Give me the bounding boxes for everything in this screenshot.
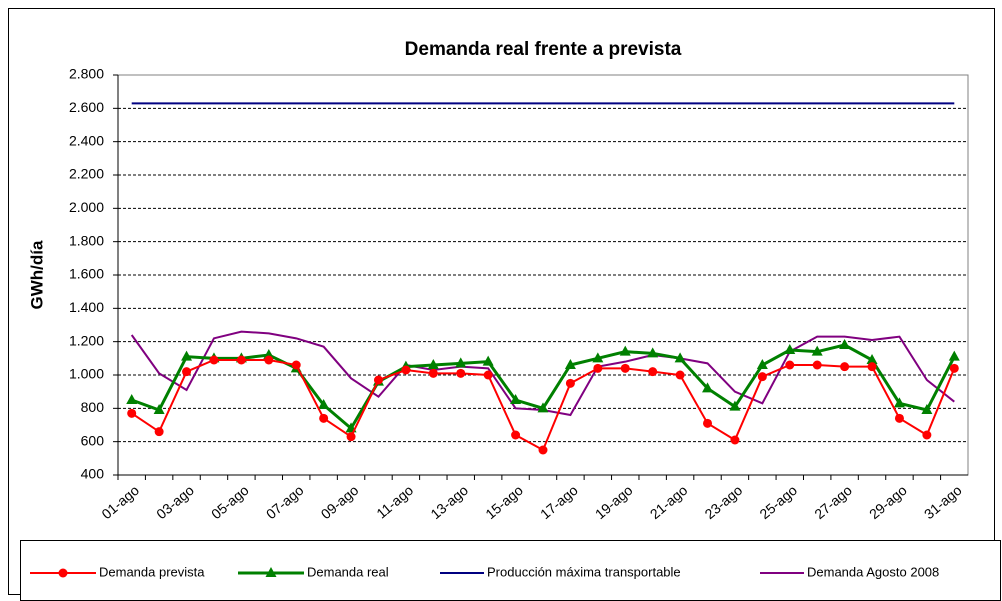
data-point: [565, 378, 575, 388]
data-point: [648, 367, 658, 377]
y-tick-label: 600: [81, 432, 105, 448]
data-point: [126, 394, 138, 404]
data-point: [181, 350, 193, 361]
y-tick-label: 2.800: [69, 66, 104, 82]
data-point: [949, 363, 959, 373]
data-point: [784, 344, 796, 354]
data-point: [756, 359, 768, 369]
legend-label: Producción máxima transportable: [487, 564, 681, 579]
data-point: [592, 352, 604, 363]
legend-box: [20, 540, 1001, 601]
y-tick-label: 1.600: [69, 266, 104, 282]
data-point: [647, 347, 659, 358]
data-point: [153, 404, 165, 414]
data-point: [265, 567, 277, 577]
data-point: [757, 372, 767, 382]
data-point: [703, 418, 713, 428]
data-point: [209, 355, 219, 365]
data-point: [427, 359, 439, 369]
data-point: [291, 360, 301, 370]
y-tick-label: 1.200: [69, 332, 104, 348]
data-point: [346, 432, 356, 442]
y-axis-label: GWh/día: [27, 240, 46, 309]
data-point: [922, 430, 932, 440]
data-point: [182, 367, 192, 377]
data-point: [729, 400, 741, 411]
legend-label: Demanda real: [307, 564, 389, 579]
y-tick-label: 2.000: [69, 199, 104, 215]
data-point: [538, 445, 548, 455]
data-point: [893, 397, 905, 408]
data-point: [840, 362, 850, 372]
y-tick-label: 2.600: [69, 99, 104, 115]
y-tick-label: 1.800: [69, 232, 104, 248]
data-point: [511, 430, 521, 440]
data-point: [593, 363, 603, 373]
data-point: [401, 365, 411, 375]
data-point: [456, 368, 466, 378]
data-point: [58, 568, 68, 578]
data-point: [482, 355, 494, 366]
y-tick-label: 2.200: [69, 166, 104, 182]
data-point: [674, 352, 686, 363]
legend-label: Demanda Agosto 2008: [807, 564, 939, 579]
data-point: [785, 360, 795, 370]
data-point: [154, 427, 164, 437]
chart-title: Demanda real frente a prevista: [405, 39, 682, 60]
y-tick-label: 2.400: [69, 132, 104, 148]
data-point: [483, 370, 493, 380]
legend: Demanda prevista Demanda real Producción m…: [20, 540, 1001, 601]
data-point: [264, 355, 274, 365]
data-point: [510, 394, 522, 404]
data-point: [894, 413, 904, 423]
data-point: [867, 362, 877, 372]
y-tick-label: 1.400: [69, 299, 104, 315]
data-point: [236, 355, 246, 365]
data-point: [428, 368, 438, 378]
data-point: [812, 360, 822, 370]
data-point: [620, 363, 630, 373]
data-point: [564, 359, 576, 369]
data-point: [730, 435, 740, 445]
data-point: [619, 345, 631, 356]
data-point: [675, 370, 685, 380]
data-point: [319, 413, 329, 423]
data-point: [318, 399, 330, 409]
data-point: [127, 408, 137, 418]
data-point: [702, 382, 714, 393]
data-point: [455, 357, 467, 368]
data-point: [866, 354, 878, 364]
y-tick-label: 400: [81, 466, 105, 482]
legend-label: Demanda prevista: [99, 564, 205, 579]
data-point: [537, 402, 549, 413]
data-point: [373, 375, 383, 385]
data-point: [921, 404, 933, 414]
y-tick-label: 800: [81, 399, 105, 415]
data-point: [948, 350, 960, 361]
y-tick-label: 1.000: [69, 366, 104, 382]
data-point: [839, 339, 851, 349]
data-point: [811, 345, 823, 356]
